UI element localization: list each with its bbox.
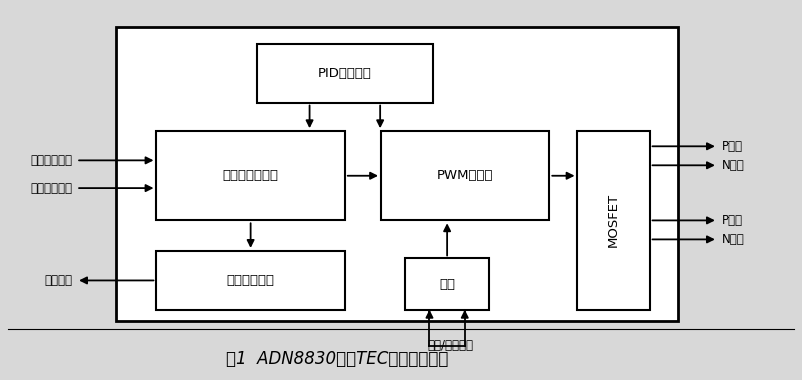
Bar	[381, 131, 549, 220]
Text: PWM控制器: PWM控制器	[437, 169, 493, 182]
Text: P沟道: P沟道	[722, 140, 743, 153]
Bar	[257, 44, 433, 103]
Text: P沟道: P沟道	[722, 214, 743, 227]
Text: 热敏电阵输入: 热敏电阵输入	[30, 182, 72, 195]
Text: 图1  ADN8830单片TEC控制器原理图: 图1 ADN8830单片TEC控制器原理图	[225, 350, 448, 368]
Text: 温度设置输入: 温度设置输入	[30, 154, 72, 167]
Bar	[577, 131, 650, 310]
Text: N沟道: N沟道	[722, 233, 744, 246]
Text: N沟道: N沟道	[722, 159, 744, 172]
Bar	[156, 251, 345, 310]
Bar	[116, 27, 678, 321]
Text: 温度测量放大器: 温度测量放大器	[223, 169, 278, 182]
Text: 晋振: 晋振	[439, 277, 455, 291]
Text: 参考电压: 参考电压	[44, 274, 72, 287]
Bar	[405, 258, 489, 310]
Text: MOSFET: MOSFET	[607, 193, 620, 247]
Bar	[156, 131, 345, 220]
Text: 电压参考电路: 电压参考电路	[227, 274, 274, 287]
Text: PID补偿网络: PID补偿网络	[318, 66, 372, 80]
Text: 频率/相位控制: 频率/相位控制	[427, 339, 474, 352]
